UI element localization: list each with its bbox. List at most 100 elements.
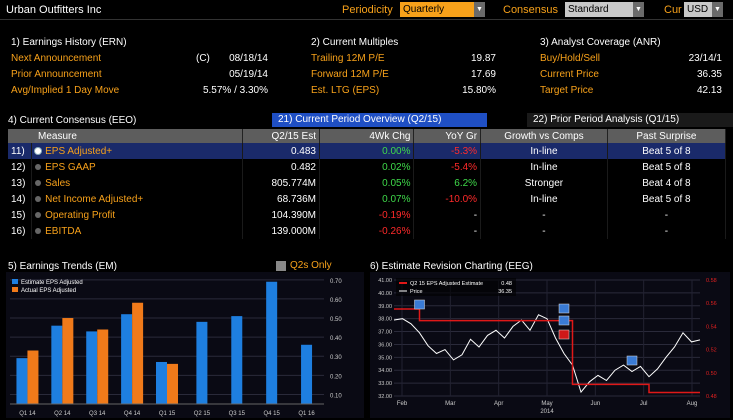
left-tick-label: 41.00: [378, 278, 392, 284]
row-measure: EPS Adjusted+: [45, 145, 113, 157]
tab-current-period[interactable]: 21) Current Period Overview (Q2/15): [272, 113, 487, 127]
header-measure[interactable]: Measure: [8, 129, 243, 143]
row-past-surprise: Beat 4 of 8: [607, 175, 727, 191]
table-row[interactable]: 16) EBITDA 139.000M -0.26% - - -: [8, 223, 727, 239]
header-growth-vs-comps[interactable]: Growth vs Comps: [480, 129, 608, 143]
x-tick-label: Q3 15: [229, 411, 246, 417]
row-growth-vs-comps: In-line: [480, 191, 608, 207]
chevron-down-icon[interactable]: ▼: [474, 2, 485, 17]
x-tick-label: Feb: [397, 401, 408, 407]
y-tick-label: 0.60: [330, 298, 342, 304]
q2s-only-label: Q2s Only: [290, 260, 332, 271]
current-consensus-title[interactable]: 4) Current Consensus (EEO): [8, 115, 137, 126]
y-tick-label: 0.20: [330, 374, 342, 380]
header-estimate[interactable]: Q2/15 Est: [242, 129, 320, 143]
revision-marker-icon: [558, 303, 570, 314]
est-ltg-value: 15.80%: [462, 85, 496, 96]
row-growth-vs-comps: -: [480, 223, 608, 239]
actual-bar: [27, 350, 39, 404]
row-growth-vs-comps: Stronger: [480, 175, 608, 191]
prior-announcement-value: 05/19/14: [229, 69, 268, 80]
actual-bar: [62, 318, 74, 404]
radio-icon[interactable]: [35, 227, 42, 234]
row-estimate: 0.482: [242, 159, 320, 175]
right-tick-label: 0.52: [706, 348, 717, 354]
row-measure: EPS GAAP: [45, 161, 96, 173]
y-tick-label: 0.40: [330, 336, 342, 342]
consensus-select[interactable]: Standard: [565, 2, 633, 17]
x-tick-label: Aug: [687, 401, 698, 407]
estimate-revision-chart: 32.00 33.00 34.00 35.00 36.00 37.00 38.00 39.00…: [370, 272, 730, 418]
top-bar: [0, 0, 733, 20]
left-tick-label: 36.00: [378, 342, 392, 348]
row-growth-vs-comps: In-line: [480, 143, 608, 159]
y-tick-label: 0.70: [330, 279, 342, 285]
target-price-label: Target Price: [540, 85, 594, 96]
row-past-surprise: -: [607, 223, 727, 239]
estimate-bar: [16, 358, 28, 404]
row-estimate: 805.774M: [242, 175, 320, 191]
radio-icon[interactable]: [35, 163, 42, 170]
x-tick-label: Q1 16: [298, 411, 315, 417]
estimate-revision-title[interactable]: 6) Estimate Revision Charting (EEG): [370, 261, 533, 272]
revision-marker-icon: [558, 315, 570, 326]
current-price-label: Current Price: [540, 69, 599, 80]
row-growth-vs-comps: In-line: [480, 159, 608, 175]
legend-value-estimate: 0.48: [501, 281, 512, 287]
trailing-pe-value: 19.87: [470, 53, 496, 64]
y-tick-label: 0.30: [330, 355, 342, 361]
row-yoy-gr: -10.0%: [413, 191, 482, 207]
header-past-surprise[interactable]: Past Surprise: [607, 129, 727, 143]
earnings-history-title[interactable]: 1) Earnings History (ERN): [11, 37, 127, 48]
table-row[interactable]: 13) Sales 805.774M 0.05% 6.2% Stronger Beat 4 …: [8, 175, 727, 191]
current-multiples-title[interactable]: 2) Current Multiples: [311, 37, 399, 48]
actual-bar: [97, 329, 109, 404]
revision-marker-icon: [414, 299, 425, 310]
radio-icon[interactable]: [35, 211, 42, 218]
table-header-row: Measure Q2/15 Est 4Wk Chg YoY Gr Growth …: [8, 129, 727, 143]
x-tick-label: Q1 15: [159, 411, 176, 417]
periodicity-label: Periodicity: [342, 4, 393, 16]
earnings-trends-title[interactable]: 5) Earnings Trends (EM): [8, 261, 117, 272]
table-row[interactable]: 15) Operating Profit 104.390M -0.19% - - -: [8, 207, 727, 223]
analyst-coverage-title[interactable]: 3) Analyst Coverage (ANR): [540, 37, 661, 48]
periodicity-select[interactable]: Quarterly: [400, 2, 474, 17]
row-number: 16): [8, 223, 33, 239]
radio-icon[interactable]: [35, 195, 42, 202]
right-tick-label: 0.56: [706, 301, 717, 307]
revision-marker-icon: [558, 329, 570, 340]
next-announcement-label: Next Announcement: [11, 53, 102, 64]
estimate-bar: [196, 321, 208, 404]
radio-icon[interactable]: [35, 179, 42, 186]
consensus-table: Measure Q2/15 Est 4Wk Chg YoY Gr Growth …: [8, 129, 727, 239]
right-tick-label: 0.48: [706, 394, 717, 400]
x-tick-label: Q2 15: [194, 411, 211, 417]
row-measure: Net Income Adjusted+: [45, 193, 144, 205]
header-yoy-gr[interactable]: YoY Gr: [413, 129, 482, 143]
x-tick-label: Apr: [494, 401, 503, 407]
x-tick-label: Mar: [445, 401, 455, 407]
legend-label-estimate: Q2 15 EPS Adjusted Estimate: [410, 281, 483, 287]
table-row[interactable]: 11) EPS Adjusted+ 0.483 0.00% -5.3% In-line Be…: [8, 143, 727, 159]
q2s-only-checkbox[interactable]: [276, 261, 286, 271]
left-tick-label: 32.00: [378, 394, 392, 400]
row-growth-vs-comps: -: [480, 207, 608, 223]
row-4wk-chg: 0.07%: [319, 191, 415, 207]
currency-select[interactable]: USD: [684, 2, 712, 17]
row-number: 13): [8, 175, 33, 191]
row-number: 11): [8, 143, 33, 159]
table-row[interactable]: 12) EPS GAAP 0.482 0.02% -5.4% In-line Beat 5 …: [8, 159, 727, 175]
header-4wk-chg[interactable]: 4Wk Chg: [319, 129, 415, 143]
legend-label-price: Price: [410, 289, 423, 295]
tab-prior-period[interactable]: 22) Prior Period Analysis (Q1/15): [527, 113, 733, 127]
table-row[interactable]: 14) Net Income Adjusted+ 68.736M 0.07% -10.0…: [8, 191, 727, 207]
chevron-down-icon[interactable]: ▼: [712, 2, 723, 17]
row-number: 15): [8, 207, 33, 223]
chevron-down-icon[interactable]: ▼: [633, 2, 644, 17]
row-yoy-gr: -: [413, 223, 482, 239]
x-year-label: 2014: [540, 409, 554, 415]
row-past-surprise: -: [607, 207, 727, 223]
x-tick-label: Jun: [590, 401, 600, 407]
radio-icon[interactable]: [35, 147, 42, 154]
prior-announcement-label: Prior Announcement: [11, 69, 102, 80]
